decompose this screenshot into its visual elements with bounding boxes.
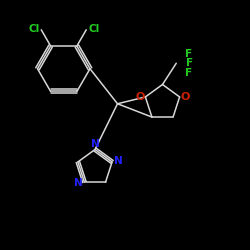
Text: O: O xyxy=(180,92,190,102)
Text: F: F xyxy=(186,58,193,68)
Text: O: O xyxy=(135,92,144,102)
Text: Cl: Cl xyxy=(88,24,100,34)
Text: F: F xyxy=(185,49,192,59)
Text: N: N xyxy=(74,178,82,188)
Text: F: F xyxy=(185,68,192,78)
Text: N: N xyxy=(114,156,123,166)
Text: Cl: Cl xyxy=(28,24,40,34)
Text: N: N xyxy=(90,139,100,149)
